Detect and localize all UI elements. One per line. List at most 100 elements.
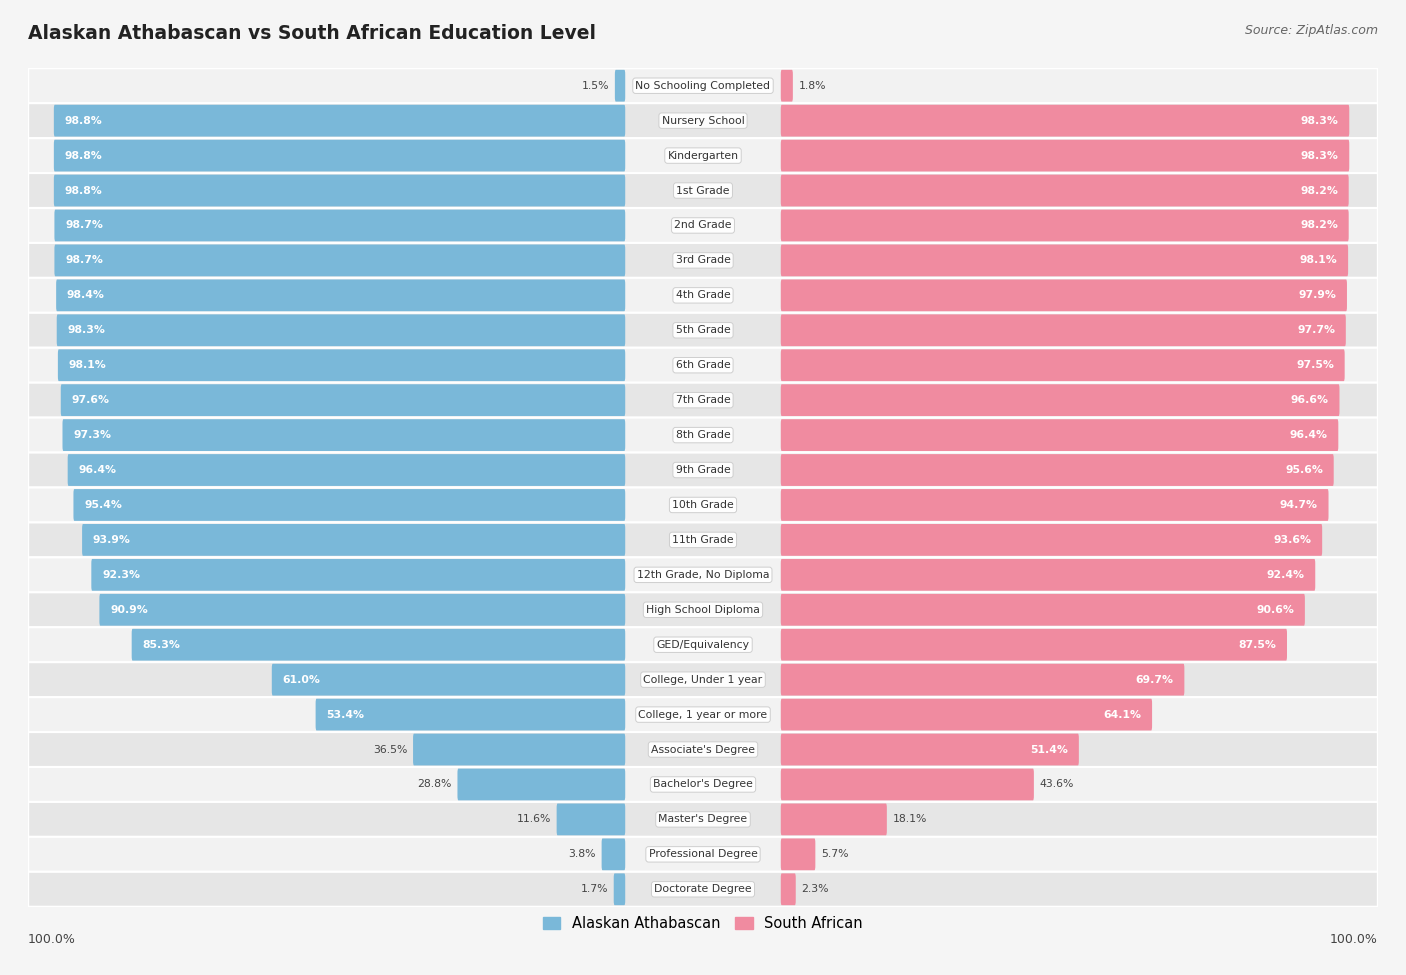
Text: 12th Grade, No Diploma: 12th Grade, No Diploma (637, 569, 769, 580)
Text: Master's Degree: Master's Degree (658, 814, 748, 825)
FancyBboxPatch shape (28, 382, 1378, 417)
Text: 43.6%: 43.6% (1039, 779, 1074, 790)
FancyBboxPatch shape (780, 314, 1346, 346)
FancyBboxPatch shape (53, 175, 626, 207)
Text: 18.1%: 18.1% (893, 814, 927, 825)
FancyBboxPatch shape (28, 627, 1378, 662)
FancyBboxPatch shape (28, 278, 1378, 313)
FancyBboxPatch shape (53, 104, 626, 137)
Text: 1.7%: 1.7% (581, 884, 607, 894)
Text: GED/Equivalency: GED/Equivalency (657, 640, 749, 649)
Text: 2nd Grade: 2nd Grade (675, 220, 731, 230)
FancyBboxPatch shape (28, 732, 1378, 767)
Text: 8th Grade: 8th Grade (676, 430, 730, 440)
Text: 98.4%: 98.4% (67, 291, 104, 300)
FancyBboxPatch shape (28, 662, 1378, 697)
Text: 2.3%: 2.3% (801, 884, 830, 894)
Text: 95.4%: 95.4% (84, 500, 122, 510)
FancyBboxPatch shape (614, 874, 626, 905)
FancyBboxPatch shape (780, 733, 1078, 765)
Text: 97.9%: 97.9% (1298, 291, 1336, 300)
FancyBboxPatch shape (780, 489, 1329, 521)
Text: Associate's Degree: Associate's Degree (651, 745, 755, 755)
FancyBboxPatch shape (28, 767, 1378, 801)
Text: 5th Grade: 5th Grade (676, 326, 730, 335)
Text: 61.0%: 61.0% (283, 675, 321, 684)
Text: 98.1%: 98.1% (69, 360, 107, 370)
FancyBboxPatch shape (315, 699, 626, 730)
FancyBboxPatch shape (602, 838, 626, 871)
Text: 3.8%: 3.8% (568, 849, 596, 859)
FancyBboxPatch shape (780, 104, 1350, 137)
FancyBboxPatch shape (28, 243, 1378, 278)
FancyBboxPatch shape (28, 488, 1378, 523)
Text: 98.7%: 98.7% (65, 220, 103, 230)
FancyBboxPatch shape (780, 245, 1348, 276)
Text: 85.3%: 85.3% (142, 640, 180, 649)
FancyBboxPatch shape (132, 629, 626, 661)
FancyBboxPatch shape (56, 280, 626, 311)
Text: Doctorate Degree: Doctorate Degree (654, 884, 752, 894)
Text: 1.5%: 1.5% (582, 81, 609, 91)
Text: 92.4%: 92.4% (1267, 569, 1305, 580)
FancyBboxPatch shape (780, 559, 1315, 591)
FancyBboxPatch shape (82, 524, 626, 556)
Text: 9th Grade: 9th Grade (676, 465, 730, 475)
FancyBboxPatch shape (73, 489, 626, 521)
FancyBboxPatch shape (28, 872, 1378, 907)
FancyBboxPatch shape (28, 837, 1378, 872)
Text: 97.5%: 97.5% (1296, 360, 1334, 370)
Text: 3rd Grade: 3rd Grade (675, 255, 731, 265)
FancyBboxPatch shape (100, 594, 626, 626)
Text: 11th Grade: 11th Grade (672, 535, 734, 545)
FancyBboxPatch shape (780, 454, 1334, 486)
FancyBboxPatch shape (62, 419, 626, 451)
FancyBboxPatch shape (780, 349, 1344, 381)
FancyBboxPatch shape (780, 594, 1305, 626)
Text: 10th Grade: 10th Grade (672, 500, 734, 510)
FancyBboxPatch shape (271, 664, 626, 695)
FancyBboxPatch shape (780, 175, 1348, 207)
Text: 28.8%: 28.8% (418, 779, 451, 790)
Text: 98.3%: 98.3% (67, 326, 105, 335)
FancyBboxPatch shape (780, 874, 796, 905)
FancyBboxPatch shape (28, 348, 1378, 382)
FancyBboxPatch shape (780, 629, 1286, 661)
Text: 98.8%: 98.8% (65, 185, 103, 196)
FancyBboxPatch shape (780, 768, 1033, 800)
FancyBboxPatch shape (557, 803, 626, 836)
FancyBboxPatch shape (28, 68, 1378, 103)
Text: 96.6%: 96.6% (1291, 395, 1329, 406)
FancyBboxPatch shape (780, 70, 793, 101)
Text: 69.7%: 69.7% (1136, 675, 1174, 684)
FancyBboxPatch shape (91, 559, 626, 591)
Legend: Alaskan Athabascan, South African: Alaskan Athabascan, South African (537, 911, 869, 937)
FancyBboxPatch shape (28, 417, 1378, 452)
Text: 1.8%: 1.8% (799, 81, 827, 91)
Text: 97.7%: 97.7% (1298, 326, 1336, 335)
FancyBboxPatch shape (28, 558, 1378, 593)
FancyBboxPatch shape (67, 454, 626, 486)
Text: 64.1%: 64.1% (1104, 710, 1142, 720)
Text: 96.4%: 96.4% (79, 465, 117, 475)
FancyBboxPatch shape (780, 419, 1339, 451)
Text: 92.3%: 92.3% (103, 569, 141, 580)
Text: 98.1%: 98.1% (1299, 255, 1337, 265)
Text: Nursery School: Nursery School (662, 116, 744, 126)
FancyBboxPatch shape (780, 664, 1184, 695)
FancyBboxPatch shape (780, 524, 1322, 556)
FancyBboxPatch shape (28, 313, 1378, 348)
FancyBboxPatch shape (780, 139, 1350, 172)
Text: 93.6%: 93.6% (1274, 535, 1312, 545)
Text: 98.2%: 98.2% (1301, 185, 1339, 196)
FancyBboxPatch shape (28, 208, 1378, 243)
FancyBboxPatch shape (28, 174, 1378, 208)
FancyBboxPatch shape (780, 384, 1340, 416)
FancyBboxPatch shape (28, 103, 1378, 138)
Text: 53.4%: 53.4% (326, 710, 364, 720)
Text: 7th Grade: 7th Grade (676, 395, 730, 406)
FancyBboxPatch shape (614, 70, 626, 101)
Text: 90.6%: 90.6% (1257, 604, 1294, 615)
Text: 94.7%: 94.7% (1279, 500, 1317, 510)
FancyBboxPatch shape (55, 245, 626, 276)
